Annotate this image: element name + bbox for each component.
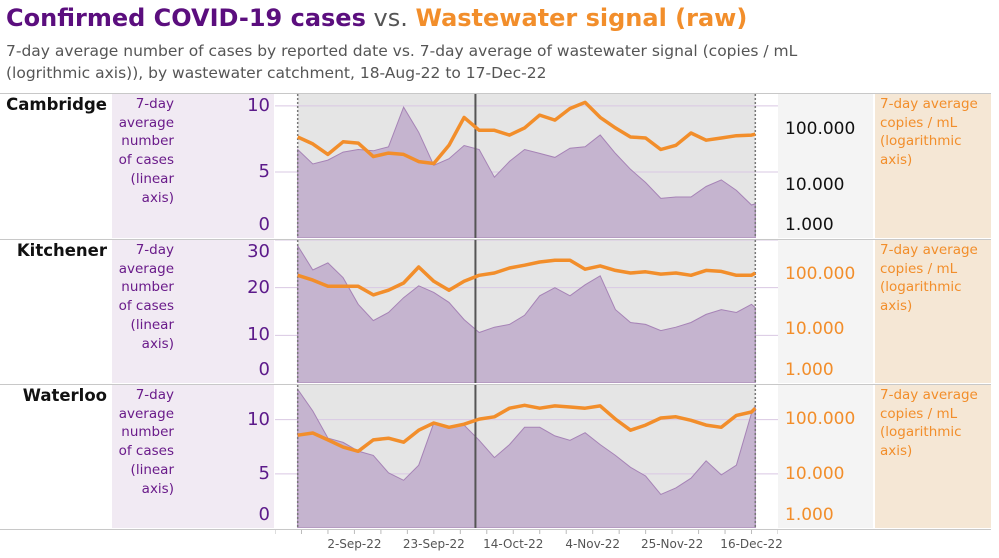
panel-label-cambridge: Cambridge — [6, 95, 107, 114]
wastewater-line — [297, 403, 757, 454]
title-wastewater: Wastewater signal (raw) — [415, 4, 748, 32]
cases-tick-label: 5 — [258, 160, 270, 182]
wastewater-axis-band — [778, 94, 873, 238]
panel-plot-waterloo — [275, 385, 778, 528]
cases-axis-title: 7-day average number of cases (linear ax… — [118, 242, 174, 352]
wastewater-axis-title-band — [875, 385, 991, 528]
cases-tick-label: 10 — [247, 324, 270, 346]
wastewater-tick-label: 100.000 — [785, 264, 856, 285]
cases-tick-label: 5 — [258, 462, 270, 484]
cases-axis-title: 7-day average number of cases (linear ax… — [118, 387, 174, 497]
panel-divider — [0, 529, 991, 530]
cases-tick-label: 20 — [247, 276, 270, 298]
wastewater-axis-band — [778, 240, 873, 383]
x-tick-label: 25-Nov-22 — [640, 537, 704, 551]
wastewater-tick-label: 10.000 — [785, 174, 845, 195]
cases-tick-label: 0 — [258, 214, 270, 235]
panel-plot-kitchener — [275, 240, 778, 383]
wastewater-axis-title: 7-day average copies / mL (logarithmic a… — [880, 96, 978, 169]
x-tick-label: 16-Dec-22 — [720, 537, 783, 551]
panel-divider — [0, 93, 991, 94]
chart-subtitle: 7-day average number of cases by reporte… — [6, 42, 798, 82]
wastewater-axis-title-band — [875, 94, 991, 238]
wastewater-line — [296, 100, 756, 166]
x-tick-label: 4-Nov-22 — [565, 537, 621, 551]
panel-divider — [0, 384, 991, 385]
wastewater-tick-label: 10.000 — [785, 319, 845, 340]
x-tick-label: 14-Oct-22 — [483, 537, 544, 551]
title-cases: Confirmed COVID-19 cases — [6, 4, 366, 32]
wastewater-tick-label: 1.000 — [785, 360, 834, 380]
x-tick-label: 23-Sep-22 — [402, 537, 465, 551]
title-vs: vs. — [365, 4, 416, 32]
cases-tick-label: 0 — [258, 504, 270, 525]
chart-title: Confirmed COVID-19 cases vs. Wastewater … — [6, 4, 747, 32]
cases-axis-band — [112, 240, 274, 383]
wastewater-axis-title: 7-day average copies / mL (logarithmic a… — [880, 242, 978, 315]
cases-tick-label: 30 — [247, 241, 270, 262]
cases-tick-label: 0 — [258, 359, 270, 380]
cases-tick-label: 10 — [247, 408, 270, 430]
wastewater-tick-label: 10.000 — [785, 464, 845, 485]
wastewater-line — [297, 258, 757, 297]
cases-axis-band — [112, 94, 274, 238]
panel-plot-cambridge — [275, 94, 778, 238]
wastewater-tick-label: 1.000 — [785, 215, 834, 235]
cases-tick-label: 10 — [247, 95, 270, 116]
x-tick-label: 2-Sep-22 — [327, 537, 382, 551]
cases-axis-band — [112, 385, 274, 528]
wastewater-tick-label: 100.000 — [785, 119, 856, 140]
cases-axis-title: 7-day average number of cases (linear ax… — [118, 96, 174, 206]
wastewater-tick-label: 100.000 — [785, 409, 856, 430]
wastewater-tick-label: 1.000 — [785, 505, 834, 525]
wastewater-axis-title: 7-day average copies / mL (logarithmic a… — [880, 387, 978, 460]
wastewater-axis-title-band — [875, 240, 991, 383]
panel-label-kitchener: Kitchener — [16, 241, 107, 260]
panel-label-waterloo: Waterloo — [22, 386, 107, 405]
cases-area — [297, 243, 756, 383]
wastewater-axis-band — [778, 385, 873, 528]
cases-area — [297, 387, 756, 528]
